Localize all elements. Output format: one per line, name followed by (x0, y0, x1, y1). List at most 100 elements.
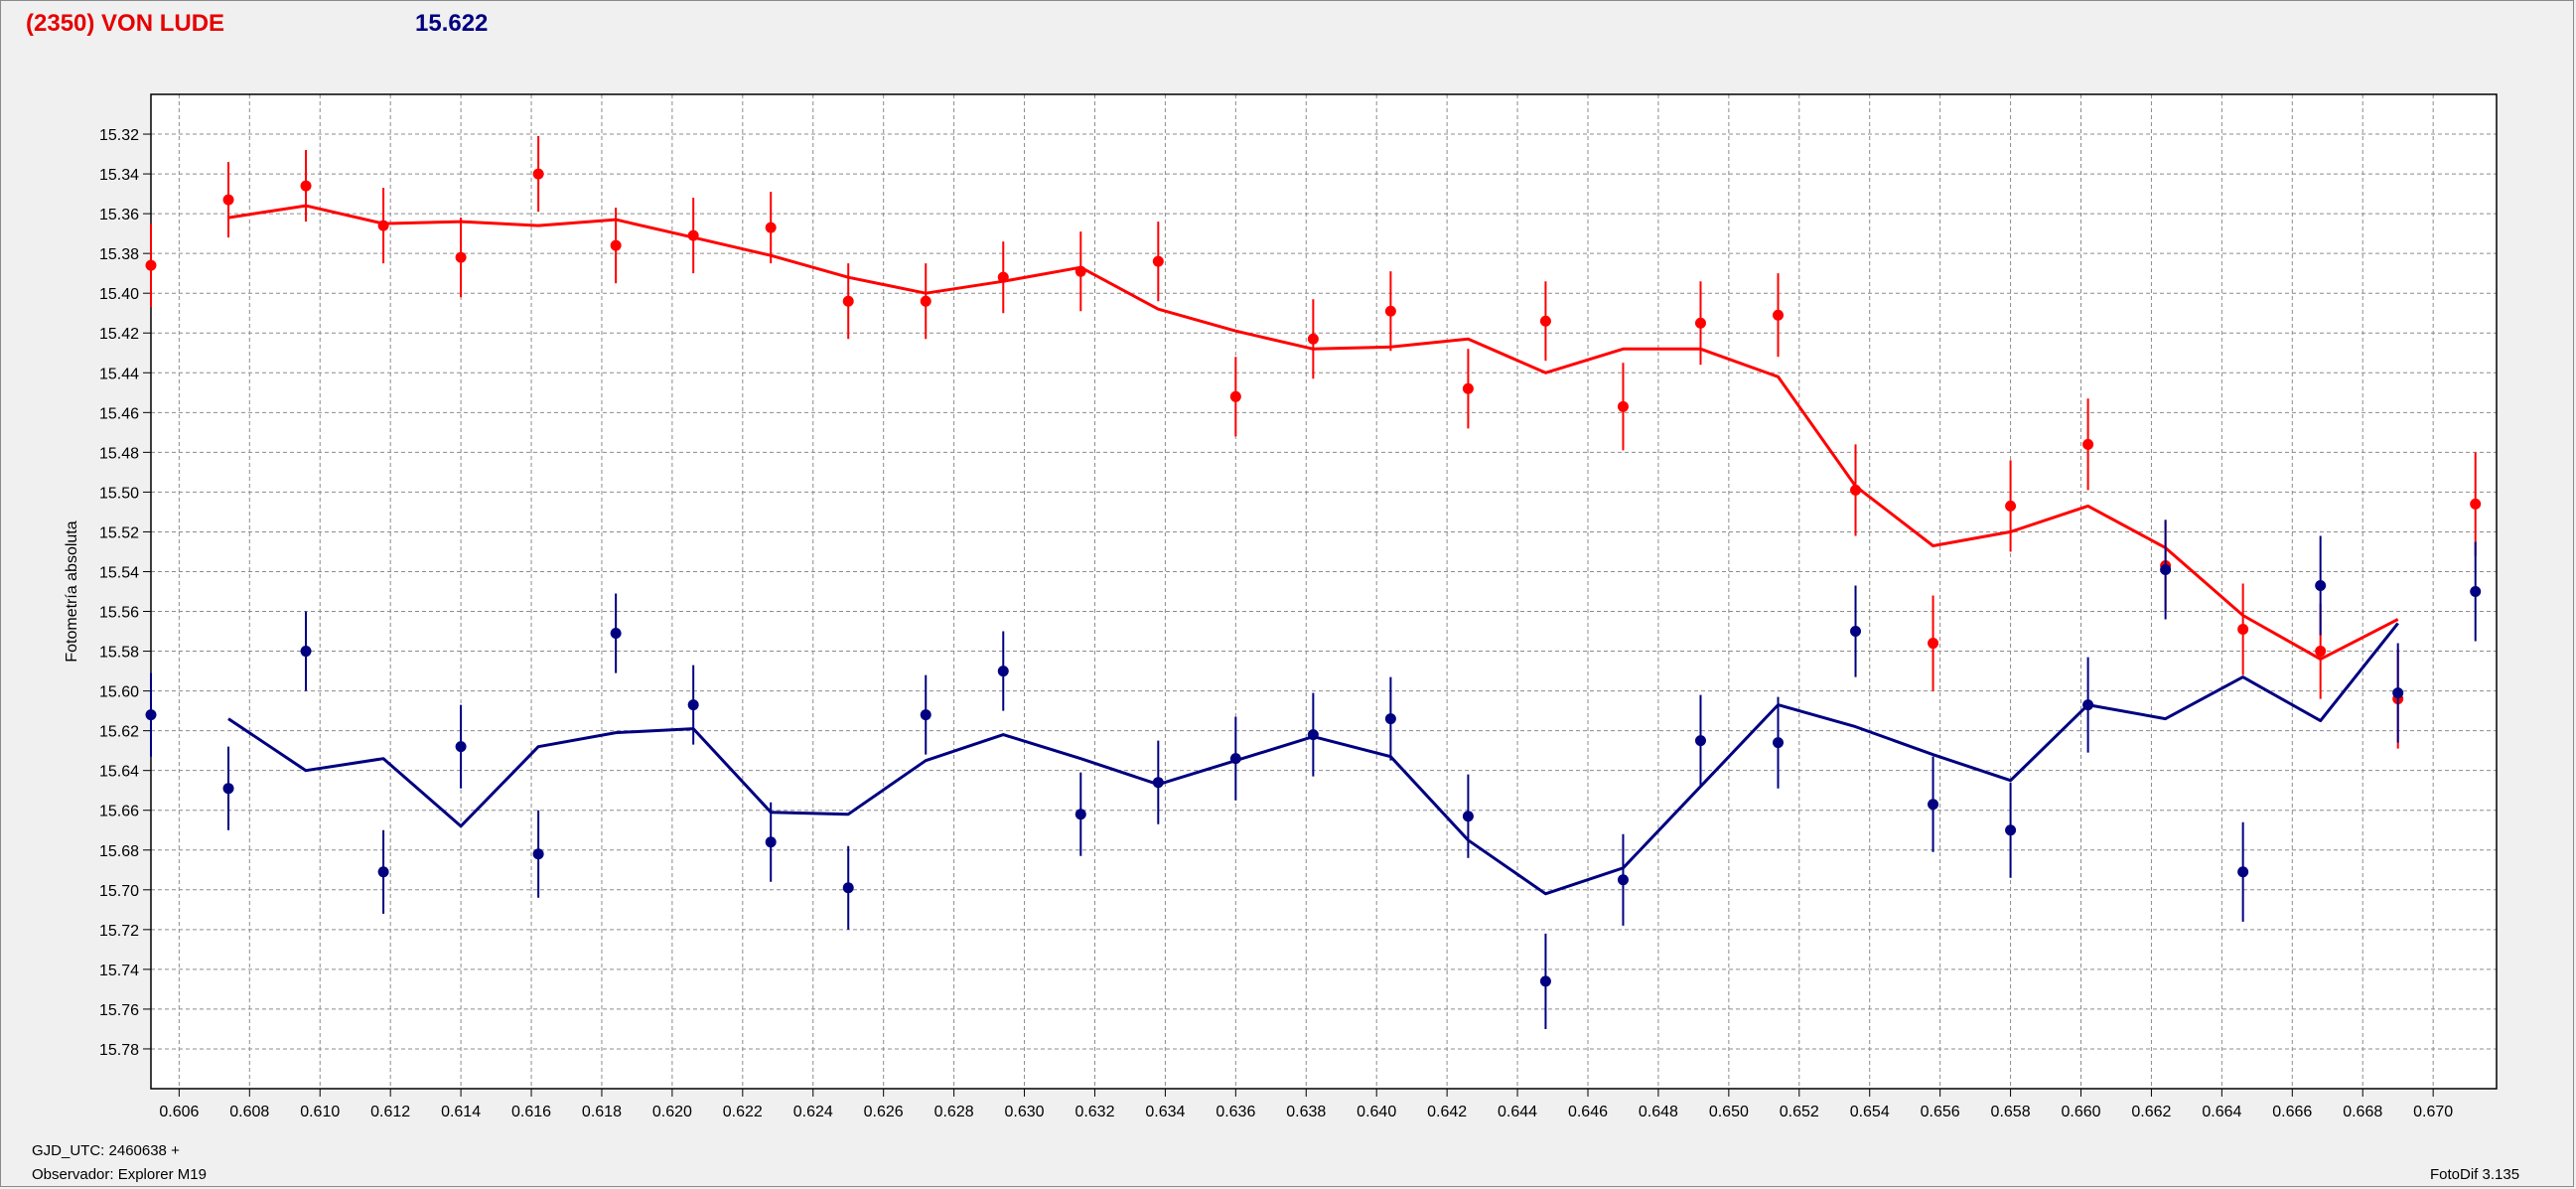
y-tick-label: 15.60 (99, 684, 139, 701)
data-point (532, 168, 544, 180)
data-point (2237, 866, 2249, 878)
data-point (145, 709, 157, 721)
gjd-label: GJD_UTC: 2460638 + (32, 1142, 180, 1159)
x-tick-label: 0.620 (652, 1104, 692, 1120)
x-tick-label: 0.634 (1145, 1104, 1185, 1120)
data-point (1694, 317, 1706, 329)
data-point (1617, 874, 1629, 886)
y-tick-label: 15.70 (99, 883, 139, 900)
data-point (222, 783, 234, 795)
y-tick-label: 15.38 (99, 246, 139, 263)
x-tick-label: 0.642 (1427, 1104, 1467, 1120)
x-tick-label: 0.626 (864, 1104, 904, 1120)
y-tick-label: 15.32 (99, 127, 139, 144)
series-navy (145, 520, 2482, 1029)
data-point (2005, 500, 2017, 512)
data-point (2315, 579, 2327, 591)
data-point (1384, 305, 1396, 317)
y-tick-label: 15.50 (99, 485, 139, 502)
observer-label: Observador: Explorer M19 (32, 1166, 207, 1183)
x-tick-label: 0.636 (1216, 1104, 1255, 1120)
x-tick-label: 0.632 (1074, 1104, 1114, 1120)
y-tick-label: 15.34 (99, 167, 139, 184)
data-point (1617, 400, 1629, 412)
data-point (300, 180, 312, 192)
data-point (377, 220, 389, 231)
data-point (997, 271, 1009, 283)
x-tick-label: 0.622 (723, 1104, 763, 1120)
data-point (1850, 484, 1862, 496)
y-tick-label: 15.56 (99, 605, 139, 622)
x-tick-label: 0.648 (1639, 1104, 1678, 1120)
x-tick-label: 0.616 (511, 1104, 551, 1120)
x-axis: 0.606 0.608 0.610 0.612 0.614 0.616 0.618 0.620… (159, 1089, 2453, 1120)
data-point (2082, 699, 2094, 711)
x-tick-label: 0.656 (1921, 1104, 1960, 1120)
x-tick-label: 0.638 (1286, 1104, 1326, 1120)
x-tick-label: 0.646 (1568, 1104, 1608, 1120)
y-tick-label: 15.76 (99, 1002, 139, 1019)
data-point (377, 866, 389, 878)
y-tick-label: 15.62 (99, 724, 139, 741)
data-point (2315, 646, 2327, 658)
data-point (1928, 638, 1939, 650)
magnitude-value: 15.622 (415, 10, 489, 37)
y-tick-label: 15.72 (99, 923, 139, 940)
x-tick-label: 0.658 (1991, 1104, 2031, 1120)
software-version-label: FotoDif 3.135 (2430, 1166, 2520, 1183)
y-tick-label: 15.74 (99, 963, 139, 979)
data-point (2005, 824, 2017, 836)
y-tick-label: 15.52 (99, 524, 139, 541)
data-point (1307, 333, 1319, 345)
object-name-title: (2350) VON LUDE (26, 10, 225, 37)
x-tick-label: 0.608 (229, 1104, 269, 1120)
x-tick-label: 0.670 (2413, 1104, 2453, 1120)
x-tick-label: 0.624 (793, 1104, 833, 1120)
y-tick-label: 15.78 (99, 1042, 139, 1059)
plot-border (150, 93, 2498, 1090)
data-point (610, 239, 622, 251)
data-point (1539, 315, 1551, 327)
data-point (1074, 809, 1086, 820)
data-point (1928, 799, 1939, 811)
x-tick-label: 0.660 (2061, 1104, 2100, 1120)
y-tick-label: 15.46 (99, 405, 139, 422)
series-red (145, 136, 2482, 749)
data-point (997, 666, 1009, 677)
data-point (300, 646, 312, 658)
data-point (455, 251, 467, 263)
data-point (1773, 737, 1785, 749)
data-point (1694, 735, 1706, 747)
data-point (1152, 255, 1164, 267)
x-tick-label: 0.628 (934, 1104, 974, 1120)
x-tick-label: 0.614 (441, 1104, 481, 1120)
x-tick-label: 0.652 (1780, 1104, 1819, 1120)
grid-lines (151, 94, 2497, 1089)
data-point (2470, 498, 2482, 510)
data-point (765, 222, 777, 233)
plot-area (151, 94, 2497, 1089)
data-point (2160, 563, 2172, 575)
data-point (920, 295, 931, 307)
data-point (842, 295, 854, 307)
data-point (1462, 811, 1474, 822)
x-tick-label: 0.644 (1498, 1104, 1537, 1120)
y-tick-label: 15.36 (99, 207, 139, 223)
x-tick-label: 0.650 (1709, 1104, 1749, 1120)
x-tick-label: 0.668 (2343, 1104, 2382, 1120)
y-tick-label: 15.44 (99, 366, 139, 382)
data-point (145, 259, 157, 271)
data-point (765, 836, 777, 848)
y-axis: 15.32 15.34 15.36 15.38 15.40 15.42 15.44 15.46… (99, 127, 151, 1059)
data-point (2237, 624, 2249, 636)
data-point (842, 882, 854, 894)
x-tick-label: 0.666 (2272, 1104, 2312, 1120)
data-point (1384, 713, 1396, 725)
data-point (1229, 753, 1241, 765)
x-tick-label: 0.640 (1357, 1104, 1396, 1120)
data-point (1850, 626, 1862, 638)
y-tick-label: 15.66 (99, 804, 139, 820)
data-point (1152, 777, 1164, 789)
x-tick-label: 0.618 (582, 1104, 622, 1120)
